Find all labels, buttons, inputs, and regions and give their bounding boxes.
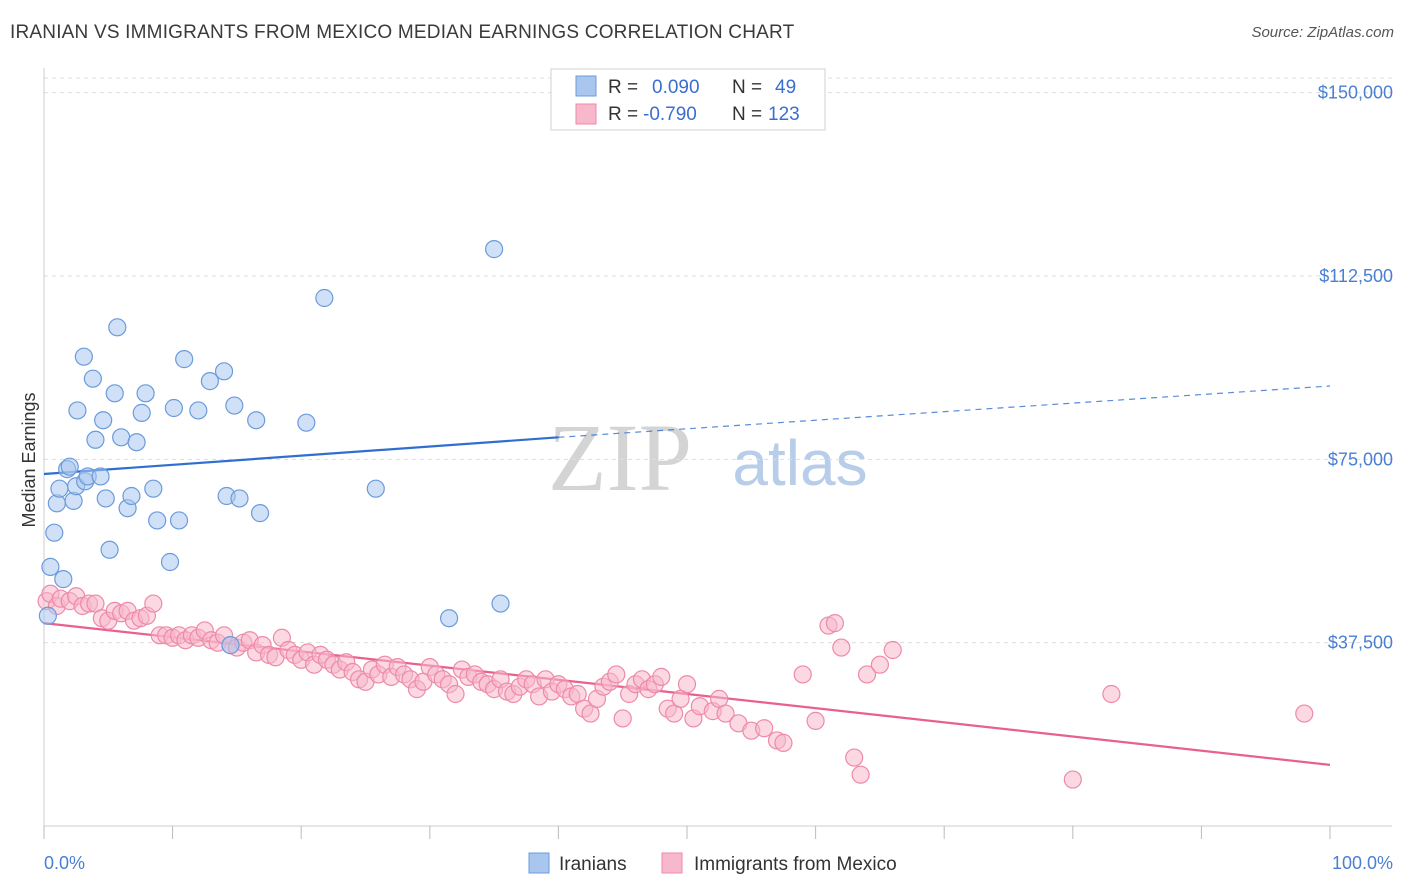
trend-line-iranians-extension [558,385,1331,438]
point-iranians [132,403,151,422]
y-tick-label: $150,000 [1318,83,1393,103]
point-iranians [230,489,249,508]
point-mexico [652,667,671,686]
bottom-legend-swatch-iranians [528,852,550,874]
point-iranians [225,396,244,415]
chart-source: Source: ZipAtlas.com [1251,24,1394,41]
legend-box [550,68,826,131]
point-iranians [112,428,131,447]
gridlines [44,77,1392,644]
point-iranians [221,636,240,655]
bottom-legend-mexico: Immigrants from Mexico [694,854,897,875]
point-mexico [774,733,793,752]
point-iranians [214,362,234,381]
point-mexico [755,719,774,738]
point-mexico [845,748,864,767]
point-iranians [45,523,64,542]
point-iranians [94,411,113,430]
point-iranians [136,384,155,403]
point-mexico [1295,704,1314,723]
point-mexico [1102,684,1121,704]
point-iranians [144,479,163,498]
axes [43,68,1392,839]
point-mexico [677,675,697,694]
point-iranians [83,369,102,388]
point-iranians [60,457,79,476]
legend-n-label-2: N = [732,104,762,125]
point-mexico [806,711,825,730]
bottom-legend-iranians: Iranians [559,854,627,875]
point-mexico [607,665,626,684]
point-iranians [366,479,385,498]
point-mexico [883,640,902,660]
legend-r-value-1: 0.090 [652,77,700,98]
point-iranians [122,486,141,506]
point-iranians [38,606,57,625]
point-mexico [144,594,163,613]
point-iranians [189,401,208,420]
point-iranians [148,511,167,530]
y-tick-label: $112,500 [1319,266,1393,286]
x-tick-label: 0.0% [44,853,85,873]
point-iranians [105,384,124,403]
point-iranians [491,594,510,613]
legend-swatch-pink [575,103,597,125]
y-axis-title: Median Earnings [19,392,39,527]
legend-r-label-2: R = [608,104,638,125]
point-iranians [50,479,69,498]
data-points [37,240,1314,789]
point-iranians [315,288,334,308]
point-mexico [851,765,870,784]
watermark-zip: ZIP [548,404,692,511]
point-iranians [250,504,270,523]
point-iranians [439,609,459,628]
y-tick-label: $37,500 [1328,633,1393,653]
legend: R = 0.090 N = 49 R = -0.790 N = 123 [550,68,826,131]
point-iranians [164,398,183,418]
point-mexico [832,638,851,657]
point-iranians [41,557,60,576]
point-iranians [127,433,146,452]
point-mexico [857,665,877,684]
point-iranians [68,401,87,420]
point-mexico [1063,770,1082,789]
point-iranians [169,511,189,530]
bottom-legend-swatch-mexico [661,852,683,874]
legend-r-value-2: -0.790 [643,104,697,125]
point-iranians [54,570,73,589]
watermark-atlas: atlas [732,427,867,499]
bottom-legend: Iranians Immigrants from Mexico [528,852,897,875]
legend-n-label-1: N = [732,77,762,98]
point-iranians [91,467,110,486]
tick-labels: $37,500 $75,000 $112,500 $150,000 0.0% 100.0% [44,83,1393,873]
chart-title: IRANIAN VS IMMIGRANTS FROM MEXICO MEDIAN… [10,22,795,43]
point-iranians [108,318,127,337]
point-mexico [825,614,844,633]
point-iranians [297,413,316,432]
point-iranians [96,489,115,508]
point-mexico [793,665,812,684]
y-tick-label: $75,000 [1328,449,1393,469]
point-iranians [86,430,105,449]
legend-swatch-blue [575,75,597,97]
point-mexico [716,704,735,723]
point-mexico [870,655,890,674]
legend-n-value-2: 123 [768,104,800,125]
point-iranians [100,540,119,559]
point-iranians [485,240,504,259]
point-mexico [613,709,632,728]
point-iranians [247,411,266,430]
point-mexico [446,684,465,704]
x-tick-label: 100.0% [1332,853,1393,873]
trend-line-iranians [43,436,559,476]
point-iranians [200,372,219,391]
point-iranians [160,552,180,572]
legend-n-value-1: 49 [775,77,796,98]
point-iranians [175,350,194,369]
point-iranians [74,347,93,366]
legend-r-label-1: R = [608,77,638,98]
